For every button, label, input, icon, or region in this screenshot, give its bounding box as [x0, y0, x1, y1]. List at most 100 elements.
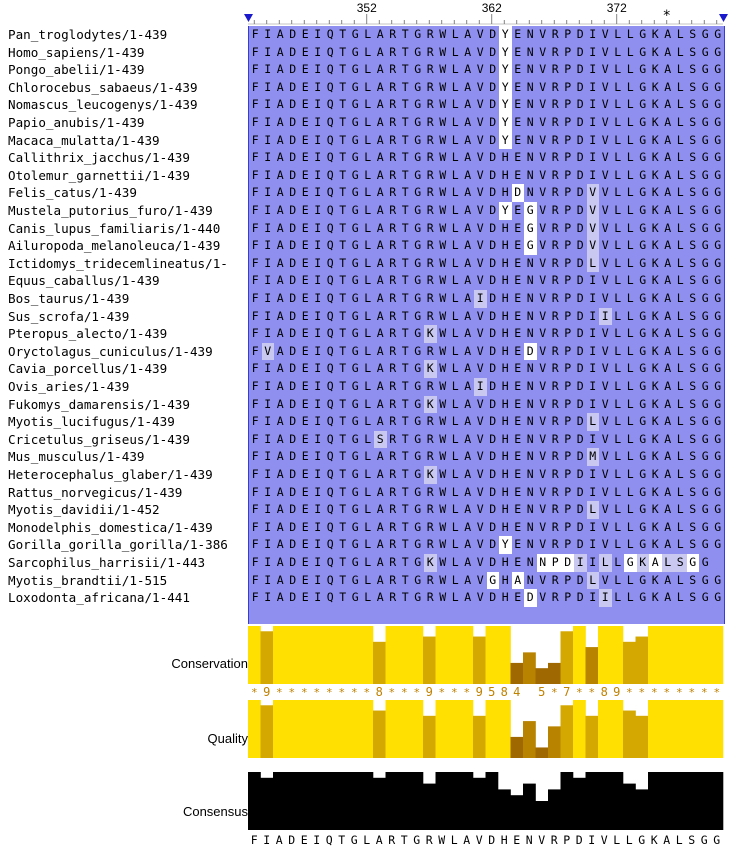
residue: Q	[326, 308, 334, 323]
residue: V	[539, 431, 547, 446]
sequence-name[interactable]: Papio_anubis/1-439	[8, 115, 145, 130]
residue: Q	[326, 519, 334, 534]
residue: P	[564, 97, 572, 112]
residue: A	[464, 220, 472, 235]
sequence-name[interactable]: Mustela_putorius_furo/1-439	[8, 203, 213, 218]
residue: L	[676, 203, 684, 217]
residue: L	[614, 150, 622, 165]
residue: G	[351, 343, 359, 358]
residue: I	[314, 97, 322, 112]
residue: E	[301, 44, 309, 59]
residue: E	[301, 537, 309, 552]
residue: G	[486, 571, 499, 590]
residue: S	[689, 150, 697, 165]
residue: A	[376, 484, 384, 499]
consensus-residue: D	[488, 833, 495, 847]
sequence-name[interactable]: Ovis_aries/1-439	[8, 379, 130, 394]
sequence-name[interactable]: Heterocephalus_glaber/1-439	[8, 467, 213, 482]
residue: A	[664, 326, 672, 341]
residue: D	[511, 184, 524, 202]
residue: K	[651, 502, 659, 517]
sequence-name[interactable]: Gorilla_gorilla_gorilla/1-386	[8, 537, 228, 553]
residue: E	[301, 519, 309, 534]
conservation-score: *	[288, 686, 295, 699]
sequence-name[interactable]: Sarcophilus_harrisii/1-443	[8, 555, 206, 570]
residue: K	[651, 27, 659, 41]
sequence-name[interactable]: Macaca_mulatta/1-439	[8, 132, 160, 148]
sequence-name[interactable]: Fukomys_damarensis/1-439	[8, 396, 190, 412]
sequence-name[interactable]: Bos_taurus/1-439	[8, 291, 130, 306]
residue: G	[639, 519, 647, 534]
residue: P	[564, 115, 572, 129]
residue: V	[539, 414, 547, 429]
residue: I	[264, 519, 272, 534]
sequence-name[interactable]: Myotis_davidii/1-452	[8, 502, 160, 518]
residue: R	[551, 255, 559, 270]
residue: A	[464, 590, 472, 605]
residue: A	[376, 44, 384, 59]
residue: G	[414, 62, 422, 77]
residue: G	[714, 326, 722, 341]
residue: G	[701, 62, 709, 77]
residue: V	[476, 238, 484, 253]
sequence-name[interactable]: Homo_sapiens/1-439	[8, 44, 145, 60]
residue: L	[451, 519, 459, 534]
residue: I	[589, 484, 597, 499]
sequence-name[interactable]: Ictidomys_tridecemlineatus/1-	[8, 255, 228, 271]
residue: G	[701, 255, 709, 270]
sequence-name[interactable]: Sus_scrofa/1-439	[8, 308, 130, 324]
residue: A	[464, 273, 472, 288]
residue: I	[314, 308, 322, 323]
conservation-bar	[385, 626, 399, 684]
residue: V	[586, 237, 599, 255]
conservation-score: *	[401, 686, 408, 699]
sequence-name[interactable]: Cricetulus_griseus/1-439	[8, 431, 190, 447]
residue: G	[414, 431, 422, 446]
sequence-name[interactable]: Mus_musculus/1-439	[8, 449, 145, 465]
sequence-name[interactable]: Cavia_porcellus/1-439	[8, 361, 168, 377]
sequence-name[interactable]: Loxodonta_africana/1-441	[8, 590, 190, 606]
consensus-residue: T	[338, 833, 345, 847]
residue: V	[476, 555, 484, 569]
quality-bar	[698, 700, 711, 758]
residue: L	[599, 554, 612, 572]
sequence-name[interactable]: Monodelphis_domestica/1-439	[8, 519, 213, 535]
residue: A	[276, 537, 284, 552]
residue: G	[524, 237, 537, 255]
sequence-name[interactable]: Pongo_abelii/1-439	[8, 62, 145, 78]
sequence-name[interactable]: Ailuropoda_melanoleuca/1-439	[8, 238, 221, 254]
sequence-name[interactable]: Chlorocebus_sabaeus/1-439	[8, 79, 198, 95]
residue: D	[561, 554, 574, 572]
residue: P	[564, 396, 572, 411]
sequence-name[interactable]: Myotis_brandtii/1-515	[8, 572, 168, 588]
sequence-name[interactable]: Oryctolagus_cuniculus/1-439	[8, 343, 213, 359]
sequence-name[interactable]: Nomascus_leucogenys/1-439	[8, 97, 198, 113]
sequence-name[interactable]: Otolemur_garnettii/1-439	[8, 167, 190, 183]
sequence-name[interactable]: Myotis_lucifugus/1-439	[8, 414, 175, 430]
residue: V	[539, 467, 547, 481]
sequence-name[interactable]: Rattus_norvegicus/1-439	[8, 484, 183, 500]
residue: L	[364, 519, 372, 534]
quality-bar	[335, 700, 349, 758]
sequence-name[interactable]: Felis_catus/1-439	[8, 185, 137, 201]
residue: W	[439, 44, 447, 59]
residue: W	[439, 79, 447, 94]
conservation-score: *	[301, 686, 308, 699]
residue: V	[601, 467, 609, 481]
residue: T	[401, 167, 409, 182]
sequence-name[interactable]: Pteropus_alecto/1-439	[8, 326, 168, 342]
residue: D	[576, 115, 584, 129]
residue: S	[689, 255, 697, 270]
conservation-score: 5	[538, 685, 545, 699]
residue: A	[464, 203, 472, 217]
residue: R	[551, 431, 559, 446]
residue: L	[626, 326, 634, 341]
sequence-name[interactable]: Pan_troglodytes/1-439	[8, 27, 168, 42]
sequence-name[interactable]: Equus_caballus/1-439	[8, 273, 160, 289]
residue: G	[639, 62, 647, 77]
residue: A	[664, 379, 672, 393]
sequence-name[interactable]: Callithrix_jacchus/1-439	[8, 150, 190, 166]
residue: L	[364, 97, 372, 112]
sequence-name[interactable]: Canis_lupus_familiaris/1-440	[8, 220, 221, 236]
